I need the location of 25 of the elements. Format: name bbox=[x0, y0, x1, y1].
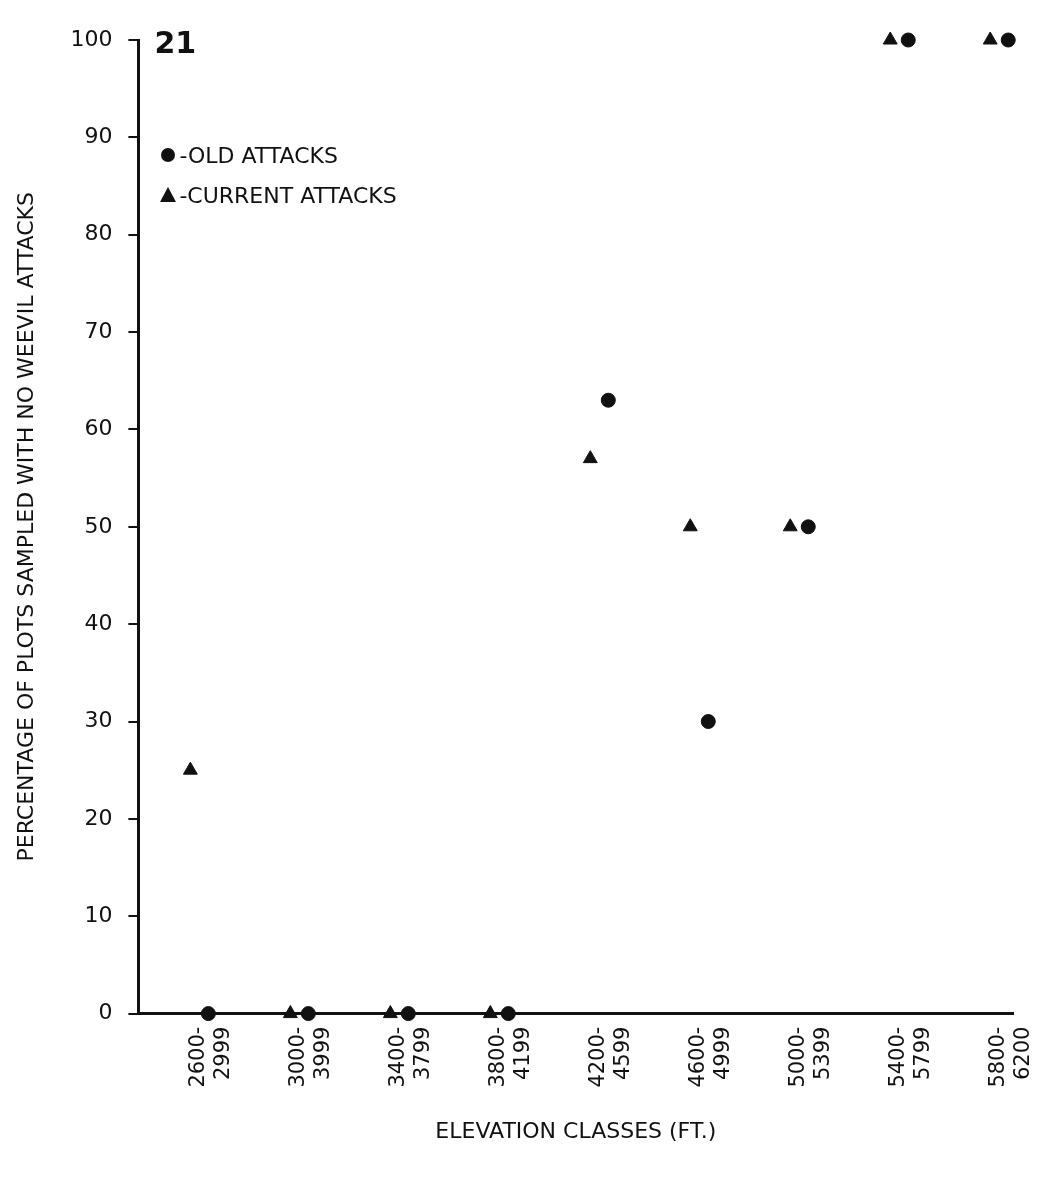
y-tick-label: 40 bbox=[84, 609, 113, 635]
y-tick-label: 10 bbox=[84, 901, 113, 927]
legend-label: -CURRENT ATTACKS bbox=[179, 182, 397, 208]
y-tick-label: 20 bbox=[84, 804, 113, 830]
y-tick-label: 80 bbox=[84, 220, 113, 246]
y-tick-label: 50 bbox=[84, 512, 113, 538]
y-tick-label: 90 bbox=[84, 123, 113, 149]
legend-label: -OLD ATTACKS bbox=[179, 142, 338, 168]
y-axis-title: PERCENTAGE OF PLOTS SAMPLED WITH NO WEEVIL ATTACKS bbox=[12, 192, 38, 862]
x-tick-label: 5400-5799 bbox=[884, 1026, 934, 1088]
x-tick-label: 3400-3799 bbox=[384, 1026, 434, 1088]
y-tick-label: 100 bbox=[70, 25, 113, 51]
x-tick-label: 5800-6200 bbox=[984, 1026, 1034, 1088]
y-tick-label: 0 bbox=[98, 999, 113, 1025]
y-tick-label: 30 bbox=[84, 707, 113, 733]
x-tick-label: 4600-4999 bbox=[684, 1026, 734, 1088]
y-tick-label: 70 bbox=[84, 317, 113, 343]
annotation: 21 bbox=[154, 24, 197, 60]
x-tick-label: 3000-3999 bbox=[284, 1026, 335, 1088]
y-tick-label: 60 bbox=[84, 415, 113, 441]
x-tick-label: 3800-4199 bbox=[484, 1026, 534, 1088]
x-tick-label: 5000-5399 bbox=[784, 1026, 834, 1088]
x-axis-title: ELEVATION CLASSES (FT.) bbox=[435, 1117, 717, 1143]
x-tick-label: 2600-2999 bbox=[184, 1026, 235, 1088]
x-tick-label: 4200-4599 bbox=[584, 1026, 634, 1088]
